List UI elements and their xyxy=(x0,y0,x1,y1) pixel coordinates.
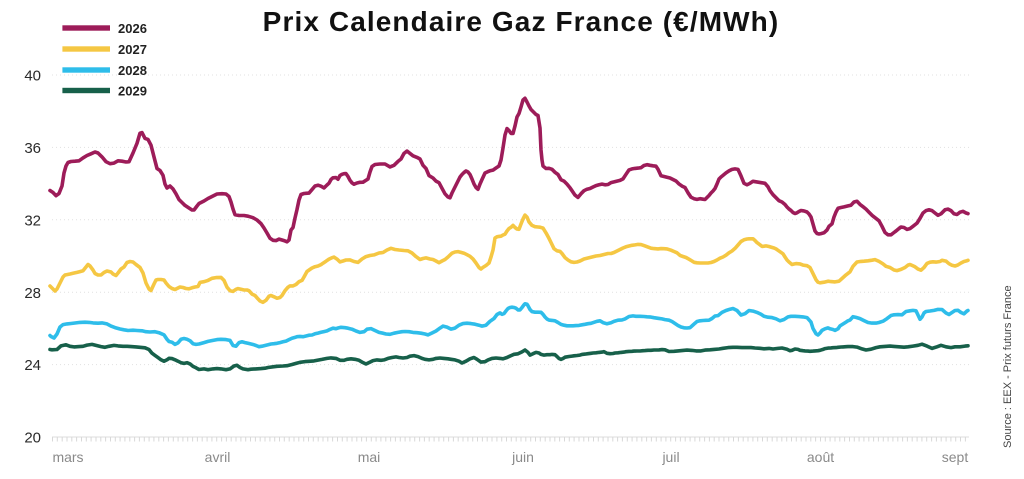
svg-text:2026: 2026 xyxy=(118,21,147,36)
svg-text:20: 20 xyxy=(24,430,41,447)
svg-text:28: 28 xyxy=(24,285,41,302)
svg-text:2028: 2028 xyxy=(118,63,147,78)
svg-text:Source : EEX - Prix futurs Fra: Source : EEX - Prix futurs France xyxy=(1002,285,1014,448)
svg-text:août: août xyxy=(807,449,834,465)
svg-text:36: 36 xyxy=(24,140,41,157)
svg-text:2029: 2029 xyxy=(118,83,147,98)
svg-text:Prix Calendaire Gaz France (€/: Prix Calendaire Gaz France (€/MWh) xyxy=(263,6,780,37)
svg-text:32: 32 xyxy=(24,212,41,229)
svg-text:juil: juil xyxy=(661,449,679,465)
svg-text:2027: 2027 xyxy=(118,42,147,57)
svg-text:mars: mars xyxy=(52,449,83,465)
svg-text:sept: sept xyxy=(942,449,969,465)
svg-text:40: 40 xyxy=(24,68,41,85)
svg-text:mai: mai xyxy=(358,449,381,465)
svg-text:24: 24 xyxy=(24,357,41,374)
svg-text:juin: juin xyxy=(511,449,534,465)
svg-text:avril: avril xyxy=(205,449,231,465)
